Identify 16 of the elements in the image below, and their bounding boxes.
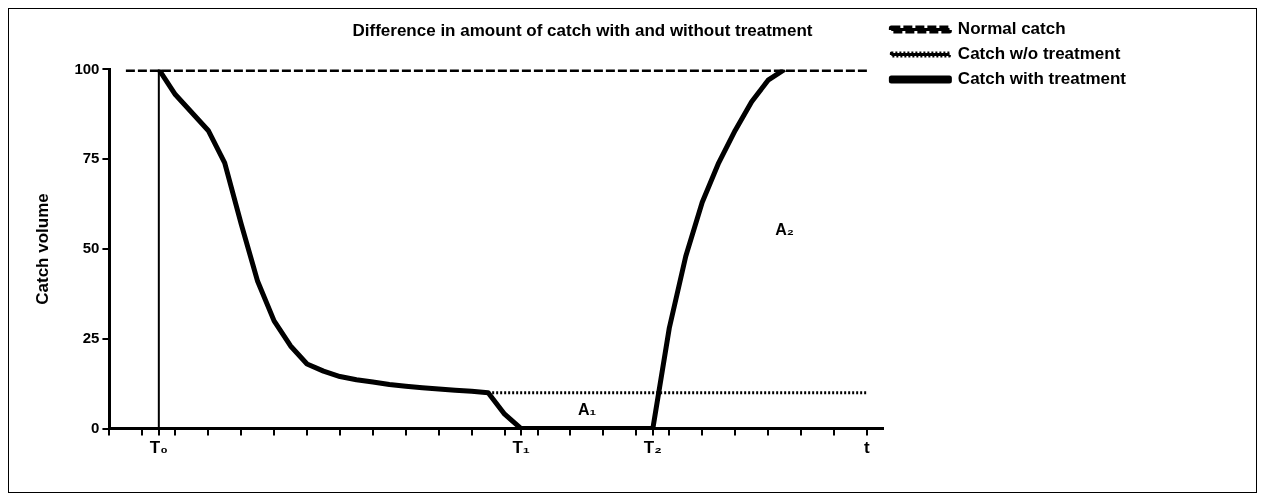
legend-label: Normal catch — [957, 19, 1066, 39]
legend-label: Catch with treatment — [957, 69, 1127, 89]
x-tick-label: T₂ — [643, 438, 662, 458]
legend-label: Catch w/o treatment — [957, 44, 1121, 64]
x-tick-label: T₁ — [512, 438, 530, 458]
x-tick-label: T₀ — [149, 438, 168, 458]
y-tick-label: 25 — [82, 328, 100, 346]
y-tick-label: 75 — [82, 149, 100, 167]
annotation: A₂ — [775, 221, 794, 239]
annotation: A₁ — [577, 401, 597, 419]
chart-title: Difference in amount of catch with and without treatment — [352, 20, 813, 40]
y-tick-label: 0 — [91, 418, 100, 436]
y-tick-label: 50 — [82, 239, 100, 257]
x-tick-label: t — [864, 438, 871, 458]
y-tick-label: 100 — [74, 59, 100, 77]
y-axis-title: Catch volume — [32, 193, 52, 305]
